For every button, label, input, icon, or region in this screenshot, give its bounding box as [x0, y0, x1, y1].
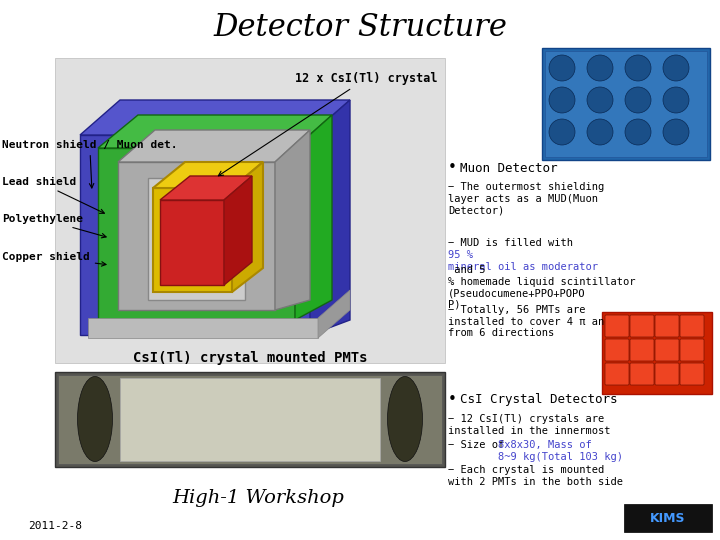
Circle shape	[587, 87, 613, 113]
Text: Neutron shield / Muon det.: Neutron shield / Muon det.	[2, 140, 178, 188]
Circle shape	[587, 55, 613, 81]
Text: − Size of: − Size of	[448, 440, 510, 450]
Polygon shape	[153, 188, 232, 292]
FancyBboxPatch shape	[630, 339, 654, 361]
Text: − Totally, 56 PMTs are
installed to cover 4 π angle
from 6 directions: − Totally, 56 PMTs are installed to cove…	[448, 305, 623, 338]
Polygon shape	[224, 176, 252, 285]
Text: •: •	[448, 393, 457, 408]
FancyBboxPatch shape	[55, 372, 445, 467]
Circle shape	[625, 119, 651, 145]
Polygon shape	[275, 130, 310, 310]
Polygon shape	[232, 162, 263, 292]
Text: − The outermost shielding
layer acts as a MUD(Muon
Detector): − The outermost shielding layer acts as …	[448, 182, 604, 215]
FancyBboxPatch shape	[542, 48, 710, 160]
Circle shape	[663, 119, 689, 145]
Polygon shape	[98, 115, 332, 148]
FancyBboxPatch shape	[120, 378, 380, 461]
FancyBboxPatch shape	[605, 339, 629, 361]
FancyBboxPatch shape	[655, 363, 679, 385]
Polygon shape	[80, 135, 310, 335]
Circle shape	[663, 55, 689, 81]
Text: − 12 CsI(Tl) crystals are
installed in the innermost: − 12 CsI(Tl) crystals are installed in t…	[448, 414, 611, 436]
Text: Polyethylene: Polyethylene	[2, 214, 106, 238]
Polygon shape	[318, 290, 350, 338]
Text: CsI(Tl) crystal mounted PMTs: CsI(Tl) crystal mounted PMTs	[132, 351, 367, 365]
Text: Lead shield: Lead shield	[2, 177, 104, 213]
Polygon shape	[80, 100, 350, 135]
Text: Copper shield: Copper shield	[2, 252, 106, 266]
Text: Detector Structure: Detector Structure	[213, 12, 507, 44]
FancyBboxPatch shape	[630, 315, 654, 337]
FancyBboxPatch shape	[680, 339, 704, 361]
Polygon shape	[153, 162, 263, 188]
Polygon shape	[160, 176, 252, 200]
FancyBboxPatch shape	[680, 363, 704, 385]
Polygon shape	[88, 318, 318, 338]
Polygon shape	[160, 200, 224, 285]
FancyBboxPatch shape	[602, 312, 712, 394]
Polygon shape	[118, 130, 310, 162]
FancyBboxPatch shape	[630, 363, 654, 385]
FancyBboxPatch shape	[605, 315, 629, 337]
Polygon shape	[118, 162, 275, 310]
Text: 2011-2-8: 2011-2-8	[28, 521, 82, 531]
FancyBboxPatch shape	[58, 375, 442, 464]
Text: and 5
% homemade liquid scintillator
(Pseudocumene+PPO+POPO
P): and 5 % homemade liquid scintillator (Ps…	[448, 265, 636, 310]
Text: 8x8x30, Mass of
8~9 kg(Total 103 kg): 8x8x30, Mass of 8~9 kg(Total 103 kg)	[498, 440, 623, 462]
Polygon shape	[295, 115, 332, 320]
Text: CsI Crystal Detectors: CsI Crystal Detectors	[460, 394, 618, 407]
Polygon shape	[310, 100, 350, 335]
FancyBboxPatch shape	[655, 315, 679, 337]
FancyBboxPatch shape	[680, 315, 704, 337]
FancyBboxPatch shape	[624, 504, 712, 532]
Text: •: •	[448, 160, 457, 176]
Text: Muon Detector: Muon Detector	[460, 161, 557, 174]
Polygon shape	[148, 178, 245, 300]
Polygon shape	[98, 148, 295, 320]
Text: High-1 Workshop: High-1 Workshop	[172, 489, 344, 507]
Text: − MUD is filled with: − MUD is filled with	[448, 238, 580, 248]
Circle shape	[549, 87, 575, 113]
Text: 12 x CsI(Tl) crystal: 12 x CsI(Tl) crystal	[218, 72, 438, 176]
Circle shape	[663, 87, 689, 113]
FancyBboxPatch shape	[55, 58, 445, 363]
Text: KIMS: KIMS	[650, 511, 685, 524]
Text: 95 %
mineral oil as moderator: 95 % mineral oil as moderator	[448, 250, 598, 272]
Ellipse shape	[78, 376, 112, 462]
FancyBboxPatch shape	[545, 51, 707, 157]
Circle shape	[587, 119, 613, 145]
Circle shape	[625, 55, 651, 81]
FancyBboxPatch shape	[655, 339, 679, 361]
Circle shape	[549, 119, 575, 145]
Circle shape	[549, 55, 575, 81]
Circle shape	[625, 87, 651, 113]
Text: − Each crystal is mounted
with 2 PMTs in the both side: − Each crystal is mounted with 2 PMTs in…	[448, 465, 623, 487]
Ellipse shape	[387, 376, 423, 462]
FancyBboxPatch shape	[605, 363, 629, 385]
